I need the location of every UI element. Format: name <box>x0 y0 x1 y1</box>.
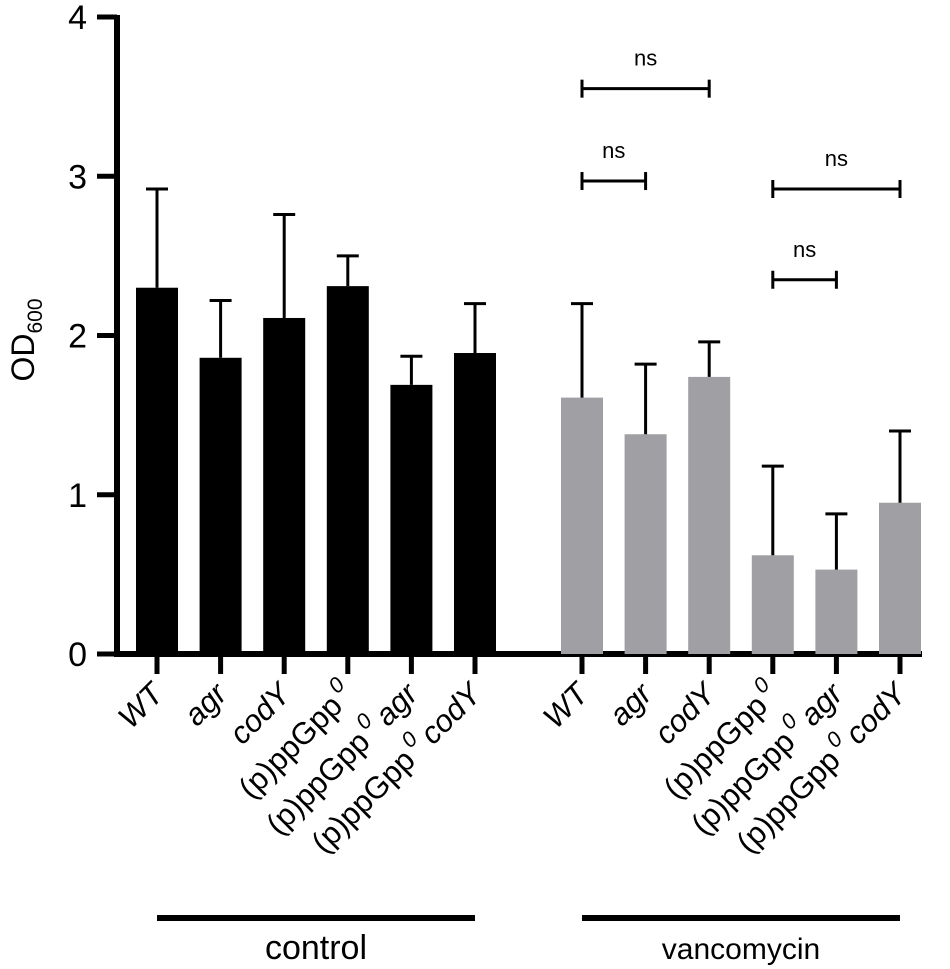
bar-vancomycin-1 <box>624 434 667 654</box>
bar-vancomycin-0 <box>561 397 603 654</box>
x-tick-label: WT <box>536 675 596 735</box>
y-tick-label: 3 <box>68 158 87 196</box>
bar-vancomycin-2 <box>688 376 731 654</box>
bar-vancomycin-3 <box>751 555 794 654</box>
sig-label: ns <box>793 237 816 262</box>
sig-label: ns <box>825 146 848 171</box>
group-label-vancomycin: vancomycin <box>662 933 820 966</box>
bar-control-1 <box>199 357 242 654</box>
sig-label: ns <box>602 138 625 163</box>
group-label-control: control <box>265 929 367 967</box>
x-tick-label: WT <box>111 675 171 735</box>
bar-control-4 <box>390 384 433 654</box>
bar-control-2 <box>263 317 306 654</box>
significance-brackets: ns ns ns ns <box>580 46 902 289</box>
group-labels: control vancomycin <box>157 915 900 967</box>
y-tick-label: 2 <box>68 318 87 356</box>
error-bars <box>146 187 911 570</box>
bar-control-3 <box>326 286 369 654</box>
y-tick-label: 1 <box>68 477 87 515</box>
y-tick-label: 4 <box>68 0 87 37</box>
y-tick-label: 0 <box>68 636 87 674</box>
y-axis-title: OD600 <box>5 298 47 381</box>
sig-label: ns <box>634 46 657 71</box>
bar-vancomycin-5 <box>879 502 921 654</box>
bars <box>136 286 921 654</box>
bar-control-0 <box>136 287 178 654</box>
bar-vancomycin-4 <box>815 569 858 654</box>
bar-control-5 <box>454 353 496 654</box>
